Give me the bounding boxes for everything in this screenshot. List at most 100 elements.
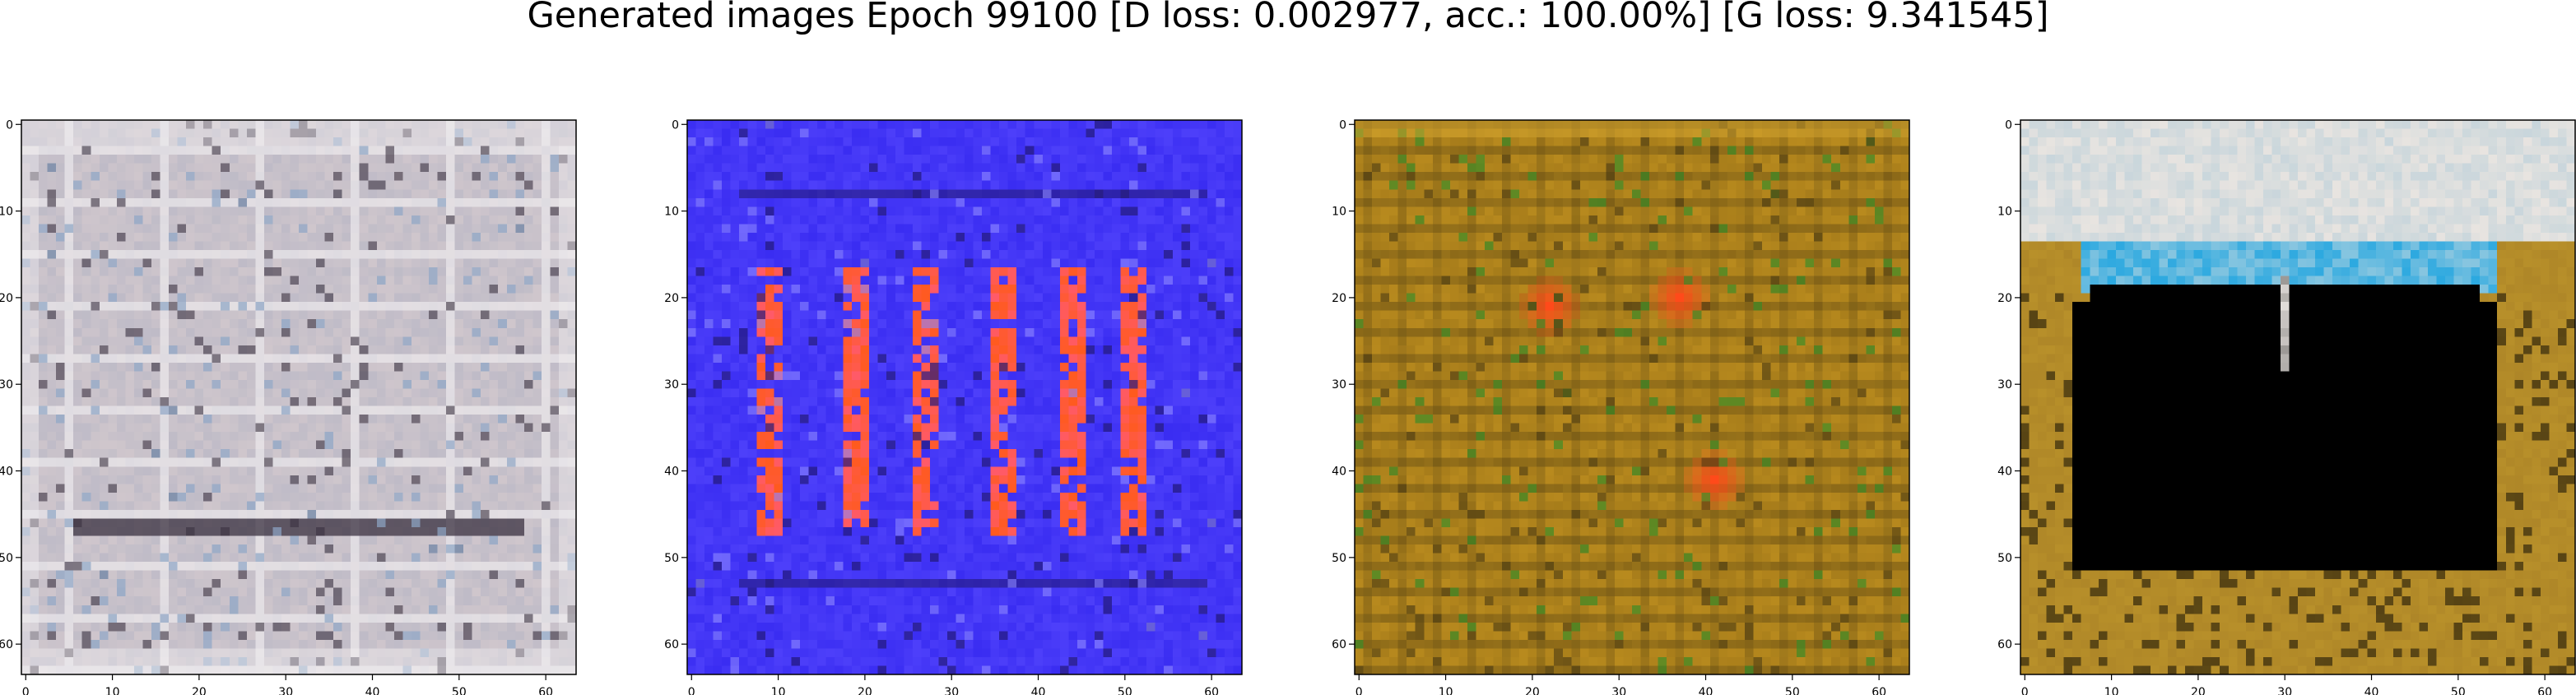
pixel (151, 354, 160, 364)
pixel (169, 137, 178, 146)
pixel (116, 570, 126, 580)
pixel (229, 354, 239, 364)
pixel (64, 258, 74, 268)
pixel (290, 327, 300, 337)
pixel (368, 293, 378, 303)
pixel (1034, 128, 1044, 138)
pixel (281, 120, 291, 129)
pixel (73, 622, 83, 632)
pixel (39, 622, 48, 632)
pixel (402, 293, 412, 303)
pixel (81, 614, 91, 623)
pixel (385, 267, 395, 276)
pixel (307, 137, 317, 146)
pixel (765, 215, 774, 225)
pixel (921, 172, 931, 182)
pixel (56, 570, 65, 580)
pixel (498, 397, 508, 406)
pixel (541, 146, 551, 155)
pixel (56, 553, 65, 563)
pixel (116, 432, 126, 441)
pixel (91, 631, 100, 641)
pixel (99, 492, 109, 502)
pixel (47, 172, 57, 182)
pixel (160, 518, 170, 528)
pixel (385, 258, 395, 268)
pixel (739, 180, 749, 190)
pixel (808, 137, 818, 146)
pixel (299, 232, 308, 242)
pixel (342, 440, 351, 450)
pixel (186, 319, 195, 329)
pixel (532, 388, 542, 398)
pixel (481, 605, 490, 614)
pixel (782, 137, 792, 146)
pixel (203, 492, 212, 502)
pixel (221, 241, 230, 251)
pixel (359, 614, 369, 623)
pixel (411, 596, 421, 606)
pixel (324, 354, 334, 364)
pixel (1051, 163, 1061, 173)
pixel (299, 648, 308, 658)
pixel (515, 180, 525, 190)
pixel (567, 120, 577, 129)
pixel (437, 475, 447, 484)
pixel (1112, 128, 1121, 138)
pixel (316, 492, 325, 502)
pixel (558, 562, 568, 571)
pixel (765, 224, 774, 234)
pixel (437, 163, 447, 173)
pixel (125, 562, 135, 571)
pixel (472, 614, 481, 623)
pixel (255, 484, 265, 493)
pixel (999, 137, 1008, 146)
pixel (506, 224, 516, 234)
pixel (39, 648, 48, 658)
pixel (420, 128, 430, 138)
pixel (515, 501, 525, 511)
pixel (376, 484, 386, 493)
pixel (1129, 172, 1138, 182)
pixel (255, 665, 265, 675)
pixel (567, 466, 577, 476)
pixel (238, 241, 248, 251)
pixel (333, 405, 342, 415)
pixel (472, 293, 481, 303)
pixel (142, 562, 152, 571)
pixel (194, 215, 204, 225)
pixel (437, 562, 447, 571)
pixel (133, 596, 143, 606)
pixel (351, 397, 360, 406)
pixel (472, 215, 481, 225)
pixel (454, 354, 464, 364)
pixel (263, 432, 273, 441)
pixel (255, 432, 265, 441)
pixel (177, 509, 187, 519)
pixel (281, 596, 291, 606)
pixel (722, 163, 731, 173)
pixel (393, 665, 403, 675)
pixel (307, 440, 317, 450)
pixel (393, 440, 403, 450)
pixel (142, 232, 152, 242)
pixel (713, 197, 723, 207)
pixel (133, 180, 143, 190)
pixel (368, 215, 378, 225)
pixel (385, 345, 395, 354)
pixel (281, 345, 291, 354)
pixel (169, 285, 178, 294)
pixel (108, 241, 118, 251)
pixel (160, 423, 170, 433)
pixel (550, 553, 560, 563)
pixel (515, 241, 525, 251)
pixel (567, 562, 577, 571)
pixel (255, 267, 265, 276)
pixel (99, 484, 109, 493)
pixel (177, 518, 187, 528)
pixel (1112, 224, 1121, 234)
pixel (515, 120, 525, 129)
pixel (56, 440, 65, 450)
pixel (411, 544, 421, 554)
pixel (272, 267, 282, 276)
